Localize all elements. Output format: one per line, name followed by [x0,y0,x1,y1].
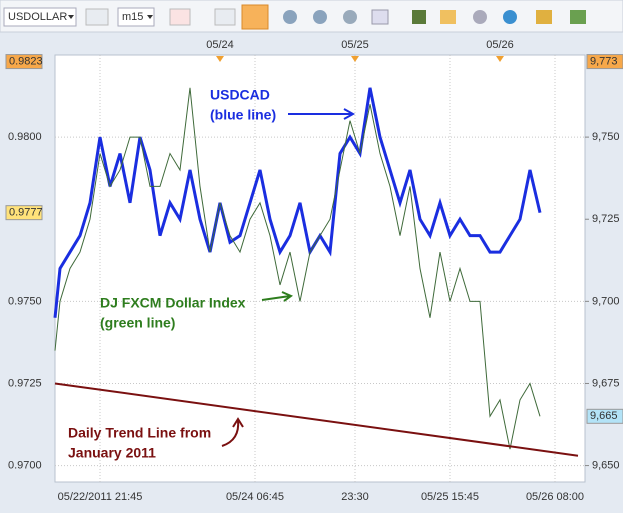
price-marker-label: 0.9777 [9,207,43,219]
y-tick-label: 0.9725 [8,377,42,389]
tool-icon[interactable] [85,8,109,26]
tool-icon[interactable] [440,10,456,24]
tool-icon[interactable] [473,10,487,24]
price-marker-label: 9,773 [590,55,618,67]
price-marker [5,54,43,70]
x-tick-label: 05/22/2011 21:45 [58,491,143,503]
y2-tick-label: 9,675 [592,377,620,389]
annotation: DJ FXCM Dollar Index [100,295,246,311]
x-tick-label: 23:30 [341,491,369,503]
plot-area [54,54,586,483]
y-tick-label: 0.9800 [8,131,42,143]
tool-icon[interactable] [412,10,426,24]
tool-icon[interactable] [536,10,552,24]
x-tick-label: 05/24 06:45 [226,491,284,503]
symbol-text: USDOLLAR [8,11,67,23]
annotation: (green line) [100,315,175,331]
tool-icon[interactable] [283,10,297,24]
dropdown-arrow [68,15,74,19]
series-line [54,87,541,450]
toolbar-icons [169,4,586,30]
tool-icon[interactable] [169,8,191,26]
x-tick-label: 05/25 15:45 [421,491,479,503]
timeframe-select[interactable] [117,7,155,27]
arrow [261,291,294,302]
annotation: Daily Trend Line from [68,425,211,441]
price-marker-label: 9,665 [590,410,618,422]
tool-icon-active[interactable] [241,4,269,30]
tool-icon[interactable] [371,9,389,25]
x-tick-label: 05/26 08:00 [526,491,584,503]
tool-icon[interactable] [503,10,517,24]
x2-tick-label: 05/24 [206,39,234,51]
y-tick-label: 0.9700 [8,459,42,471]
annotation: (blue line) [210,107,276,123]
plot: USDCAD (blue line) DJ FXCM Dollar Index (gr… [53,87,579,461]
y2-tick-label: 9,700 [592,295,620,307]
annotation-arrows [221,108,356,447]
tool-icon[interactable] [343,10,357,24]
y2-tick-label: 9,725 [592,213,620,225]
axes: 0.9700 0.9725 0.9750 0.9800 9,650 9,675 9,700 9… [5,39,623,503]
grid [55,55,585,482]
series-line [53,87,542,318]
tool-icon[interactable] [313,10,327,24]
y2-tick-label: 9,750 [592,131,620,143]
price-marker [586,408,623,424]
x2-tick-marker [496,56,504,62]
symbol-select[interactable] [3,7,77,27]
price-marker [586,54,623,70]
y-tick-label: 0.9750 [8,295,42,307]
tool-icon[interactable] [214,8,236,26]
dropdown-arrow [147,15,153,19]
arrow [221,417,244,447]
price-marker [5,205,43,221]
annotation: USDCAD [210,87,270,103]
y2-tick-label: 9,650 [592,459,620,471]
x2-tick-marker [351,56,359,62]
annotation: January 2011 [68,445,156,461]
arrow [288,108,356,120]
price-marker-label: 0.9823 [9,55,43,67]
trend-line [54,382,579,457]
timeframe-text: m15 [122,11,143,23]
x2-tick-label: 05/25 [341,39,369,51]
x2-tick-label: 05/26 [486,39,514,51]
x2-tick-marker [216,56,224,62]
tool-icon[interactable] [570,10,586,24]
